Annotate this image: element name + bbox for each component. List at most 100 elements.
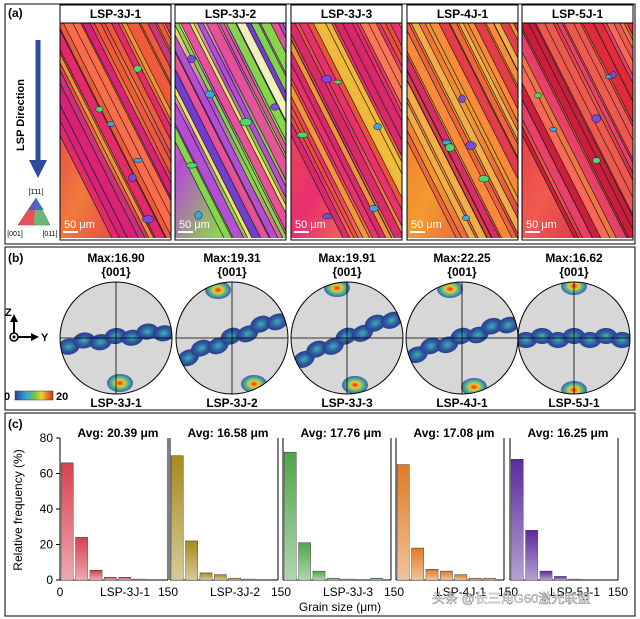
ipf-legend-top: [1̄11] — [28, 189, 43, 196]
pole-figure-name: LSP-4J-1 — [436, 396, 488, 410]
pole-figure-plane: {001} — [101, 265, 131, 279]
histogram-avg: Avg: 20.39 μm — [78, 426, 159, 440]
pole-figure-max: Max:16.90 — [87, 251, 145, 265]
colorbar-max: 20 — [56, 391, 68, 403]
x-axis-title: Grain size (μm) — [299, 600, 381, 614]
histogram-name: LSP-3J-2 — [210, 585, 260, 599]
histogram-bar-shade — [568, 579, 581, 580]
ebsd-map-LSP-3J-1: LSP-3J-1 50 μm — [59, 4, 172, 241]
pole-figure-max: Max:19.91 — [318, 251, 376, 265]
panel-a-letter: (a) — [8, 6, 23, 20]
x-tick-label: 150 — [384, 585, 404, 599]
y-tick-label: 80 — [40, 431, 54, 445]
ebsd-map-LSP-3J-2: LSP-3J-2 50 μm — [174, 4, 287, 241]
x-tick-label: 0 — [57, 585, 64, 599]
histogram-bar-shade — [525, 530, 538, 580]
scale-bar-label: 50 μm — [295, 219, 326, 231]
histogram-bar-shade — [341, 579, 354, 580]
pole-figure-LSP-3J-2: Max:19.31{001} LSP-3J-2 — [175, 251, 289, 410]
histogram-LSP-5J-1: Avg: 16.25 μm LSP-5J-1 — [509, 426, 619, 599]
colorbar-min: 0 — [4, 391, 10, 403]
x-tick-label: 150 — [608, 585, 628, 599]
scale-bar-label: 50 μm — [179, 219, 210, 231]
histogram-name: LSP-3J-1 — [100, 585, 150, 599]
x-tick-label: 150 — [158, 585, 178, 599]
histogram-bar-shade — [411, 548, 424, 580]
y-tick-label: 0 — [46, 573, 53, 587]
ebsd-title-LSP-3J-1: LSP-3J-1 — [90, 7, 142, 21]
pole-figure-name: LSP-5J-1 — [548, 396, 600, 410]
histogram-LSP-3J-2: Avg: 16.58 μm LSP-3J-2 — [169, 426, 279, 599]
histogram-bar-shade — [511, 459, 524, 580]
pole-figure-name: LSP-3J-2 — [206, 396, 258, 410]
scale-bar-label: 50 μm — [411, 219, 442, 231]
panel-c-frame — [4, 412, 636, 617]
histogram-bar-shade — [171, 455, 184, 580]
histogram-LSP-3J-1: Avg: 20.39 μm LSP-3J-1 — [59, 426, 169, 599]
histogram-bar-shade — [199, 572, 213, 580]
histogram-bar-shade — [118, 577, 131, 580]
ebsd-title-LSP-4J-1: LSP-4J-1 — [437, 7, 489, 21]
lsp-direction-label: LSP Direction — [15, 79, 27, 151]
pole-figure-plane: {001} — [559, 265, 589, 279]
histogram-name: LSP-4J-1 — [436, 585, 486, 599]
scale-bar-label: 50 μm — [526, 219, 557, 231]
scale-bar-label: 50 μm — [64, 219, 95, 231]
pole-figure-LSP-3J-3: Max:19.91{001} LSP-3J-3 — [290, 251, 404, 410]
ebsd-map-LSP-3J-3: LSP-3J-3 50 μm — [290, 4, 403, 241]
axis-y-label: Y — [41, 332, 49, 344]
ipf-legend-right: [011] — [42, 231, 57, 238]
lsp-direction-arrow — [29, 40, 47, 178]
histogram-bar-shade — [370, 578, 383, 580]
panel-a-frame — [4, 3, 636, 245]
histogram-name: LSP-3J-3 — [323, 585, 373, 599]
ipf-legend — [17, 197, 51, 226]
histogram-bar-shade — [75, 537, 88, 580]
histogram-bar-shade — [454, 574, 467, 580]
histogram-bar-shade — [469, 578, 482, 580]
histogram-LSP-4J-1: Avg: 17.08 μm LSP-4J-1 — [395, 426, 505, 599]
histogram-bar-shade — [483, 578, 496, 580]
histogram-LSP-3J-3: Avg: 17.76 μm LSP-3J-3 — [282, 426, 392, 599]
histogram-bar-shade — [185, 540, 198, 580]
histogram-bar-shade — [397, 464, 410, 580]
y-tick-label: 40 — [40, 502, 54, 516]
colorbar — [14, 390, 54, 401]
histogram-bar-shade — [133, 579, 146, 580]
pole-figure-plane: {001} — [217, 265, 247, 279]
pole-figure-LSP-4J-1: Max:22.25{001} LSP-4J-1 — [405, 251, 519, 410]
pole-figure-plane: {001} — [332, 265, 362, 279]
histogram-name: LSP-5J-1 — [550, 585, 600, 599]
histogram-bar-shade — [440, 571, 453, 580]
y-axis-title: Relative frequency (%) — [11, 449, 25, 570]
ebsd-title-LSP-3J-2: LSP-3J-2 — [205, 7, 257, 21]
pole-figure-name: LSP-3J-3 — [321, 396, 373, 410]
x-tick-label: 150 — [498, 585, 518, 599]
pole-figure-name: LSP-3J-1 — [90, 396, 142, 410]
x-tick-label: 150 — [271, 585, 291, 599]
axes-glyph — [9, 314, 39, 342]
ebsd-map-LSP-5J-1: LSP-5J-1 50 μm — [521, 4, 634, 241]
pole-figure-max: Max:16.62 — [545, 251, 603, 265]
ebsd-title-LSP-3J-3: LSP-3J-3 — [321, 7, 373, 21]
histogram-bar-shade — [61, 462, 74, 580]
panel-c-letter: (c) — [8, 417, 23, 431]
histogram-bar-shade — [554, 576, 567, 580]
ebsd-title-LSP-5J-1: LSP-5J-1 — [552, 7, 604, 21]
histogram-bar-shade — [539, 571, 553, 580]
histogram-bar-shade — [425, 569, 439, 580]
histogram-avg: Avg: 16.25 μm — [528, 426, 609, 440]
pole-figure-LSP-5J-1: Max:16.62{001} LSP-5J-1 — [517, 251, 631, 410]
histogram-avg: Avg: 17.76 μm — [301, 426, 382, 440]
y-tick-label: 20 — [40, 538, 54, 552]
histogram-bar-shade — [104, 577, 117, 580]
histogram-bar-shade — [327, 578, 340, 580]
pole-figure-LSP-3J-1: Max:16.90{001} LSP-3J-1 — [59, 251, 173, 410]
y-tick-label: 60 — [40, 467, 54, 481]
pole-figure-plane: {001} — [447, 265, 477, 279]
histogram-bar-shade — [243, 579, 256, 580]
histogram-bar-shade — [89, 570, 103, 580]
panel-b-letter: (b) — [8, 251, 23, 265]
pole-figure-max: Max:19.31 — [203, 251, 261, 265]
